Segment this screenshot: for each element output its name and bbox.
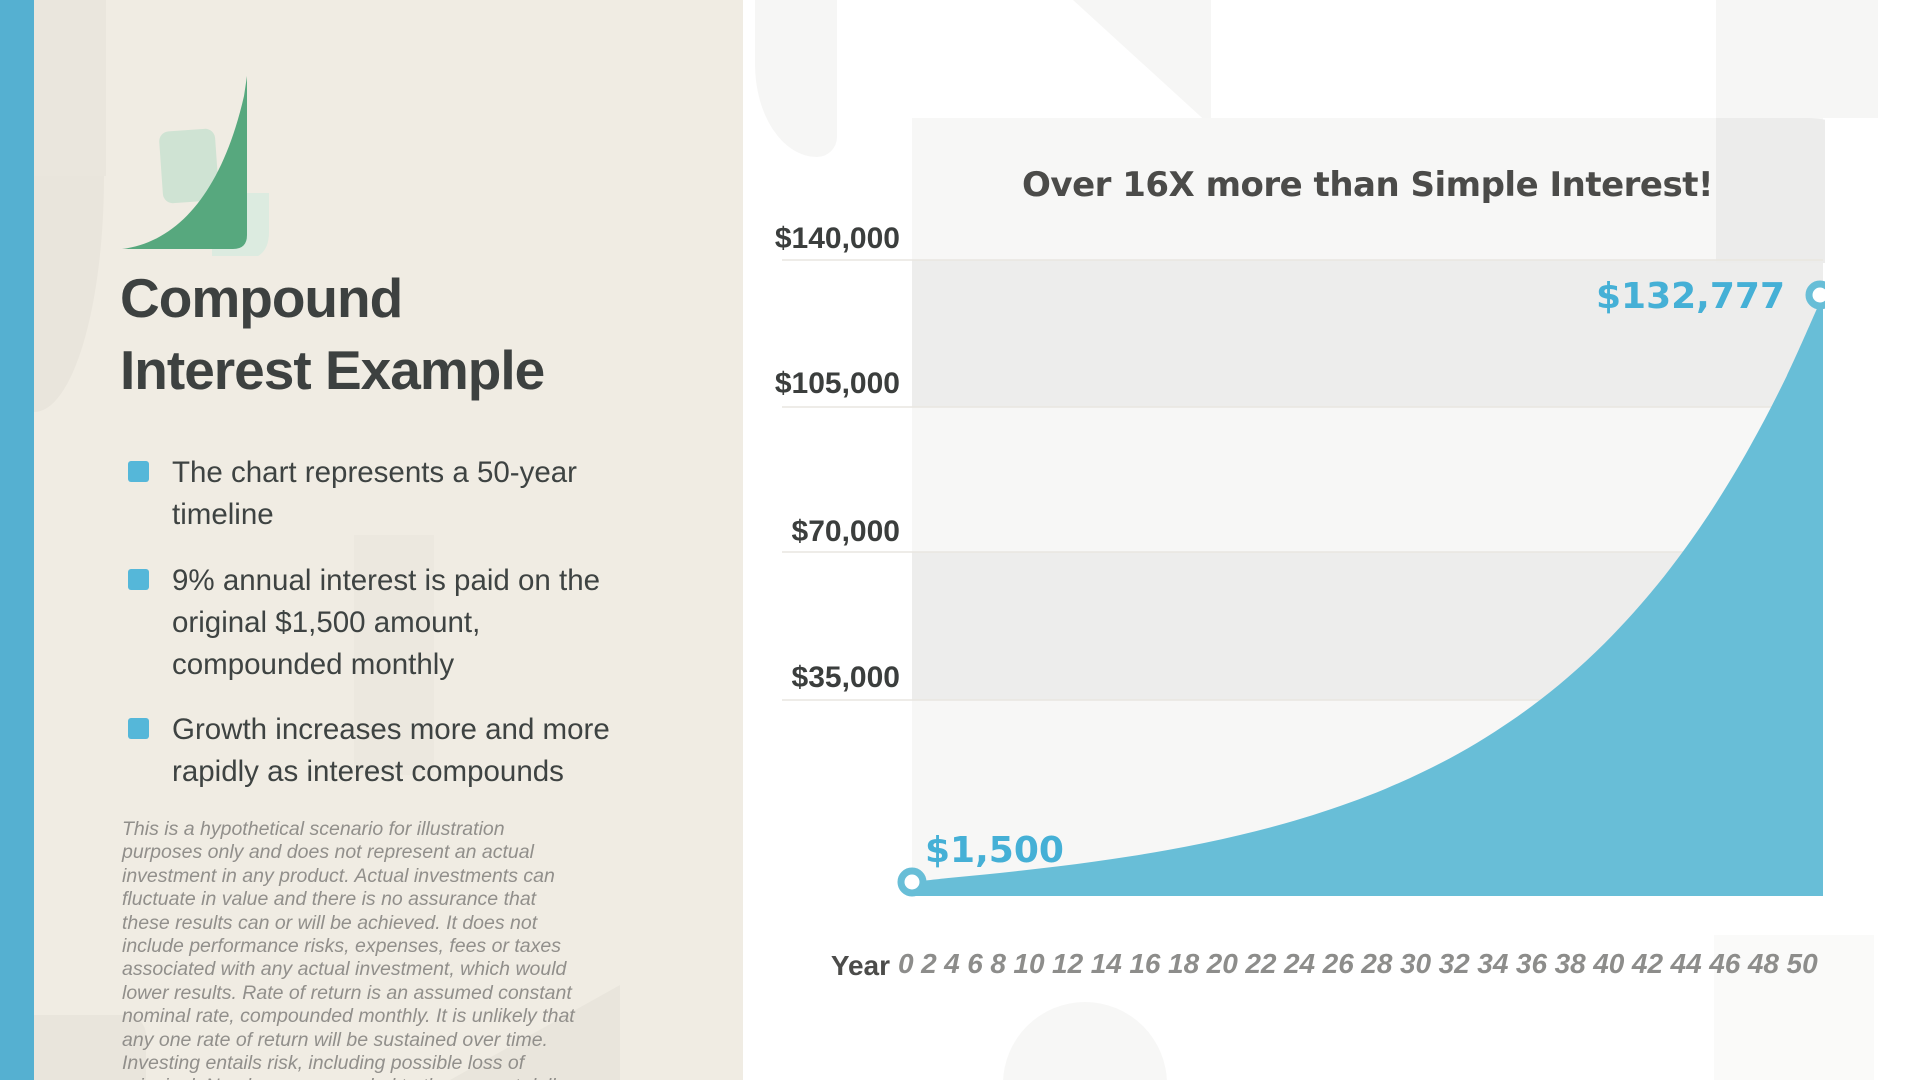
x-axis-tick: 42 <box>1631 948 1664 979</box>
decor-beige-corner <box>34 0 106 176</box>
x-axis-tick: 40 <box>1593 948 1625 979</box>
x-axis-tick: 28 <box>1361 948 1393 979</box>
y-axis-label: $70,000 <box>791 515 900 548</box>
start-point-marker <box>897 867 927 897</box>
x-axis-title: Year <box>830 950 890 981</box>
y-axis-label: $140,000 <box>774 222 900 255</box>
end-value-label: $132,777 <box>1595 276 1785 317</box>
page-title: Compound Interest Example <box>120 262 680 406</box>
x-axis-tick: 50 <box>1786 948 1818 979</box>
end-point-marker <box>1805 280 1825 310</box>
x-axis-tick: 30 <box>1399 948 1432 979</box>
x-axis-tick: 48 <box>1747 948 1780 979</box>
x-axis-tick: 14 <box>1090 948 1122 979</box>
y-axis-label: $35,000 <box>791 661 900 694</box>
x-axis-tick: 0 <box>898 948 914 979</box>
disclaimer-text: This is a hypothetical scenario for illu… <box>122 818 575 1080</box>
bullet-item: 9% annual interest is paid on the origin… <box>128 560 658 686</box>
accent-bar <box>0 0 34 1080</box>
decor-bottom-right-shape <box>1714 935 1874 1080</box>
x-axis-tick: 20 <box>1206 948 1238 979</box>
bullet-text: Growth increases more and more rapidly a… <box>172 713 610 789</box>
bullet-item: Growth increases more and more rapidly a… <box>128 709 658 793</box>
start-value-label: $1,500 <box>925 830 1064 871</box>
x-axis-tick: 24 <box>1283 948 1316 979</box>
x-axis-tick: 22 <box>1245 948 1277 979</box>
x-axis-tick: 2 <box>921 948 937 979</box>
x-axis-tick: 46 <box>1709 948 1741 979</box>
x-axis-tick: 16 <box>1129 948 1161 979</box>
x-axis-tick: 32 <box>1438 948 1470 979</box>
x-axis-tick: 34 <box>1477 948 1509 979</box>
decor-beige-bottom-left <box>34 1015 146 1080</box>
x-axis-tick: 18 <box>1168 948 1200 979</box>
x-axis-tick: 8 <box>990 948 1006 979</box>
x-axis-tick: 26 <box>1322 948 1354 979</box>
decor-beige-square <box>354 535 434 775</box>
x-axis-tick: 4 <box>944 948 960 979</box>
decor-triangle-shape <box>1073 0 1211 126</box>
page-title-line2: Interest Example <box>120 339 545 401</box>
y-axis-label: $105,000 <box>774 367 900 400</box>
bullet-item: The chart represents a 50-year timeline <box>128 452 658 536</box>
bullet-square-icon <box>128 568 149 590</box>
bullet-square-icon <box>128 461 149 482</box>
x-axis-tick: 36 <box>1515 948 1548 979</box>
bullet-text: 9% annual interest is paid on the origin… <box>172 563 601 681</box>
decor-square-shape <box>1716 0 1878 118</box>
decor-dome-shape <box>1003 1002 1167 1080</box>
decor-rounded-corner-shape <box>1716 118 1825 263</box>
page-title-line1: Compound <box>120 267 403 329</box>
chart-title: Over 16X more than Simple Interest! <box>1022 165 1713 205</box>
compound-interest-area-chart <box>782 118 1825 897</box>
x-axis-ticks: 0 2 4 6 8 10 12 14 16 18 20 22 24 26 28 30 32 34 36 38 40 42 4… <box>898 948 1818 980</box>
bullet-square-icon <box>128 718 149 740</box>
x-axis-tick: 38 <box>1554 948 1586 979</box>
bullet-list: The chart represents a 50-year timeline 9… <box>128 452 658 817</box>
x-axis-tick: 12 <box>1052 948 1084 979</box>
x-axis-tick: 44 <box>1670 948 1702 979</box>
x-axis-tick: 10 <box>1013 948 1045 979</box>
x-axis-tick: 6 <box>967 948 983 979</box>
compound-growth-area <box>912 295 1823 896</box>
growth-curve-logo-icon <box>122 76 269 256</box>
bullet-text: The chart represents a 50-year timeline <box>172 456 578 531</box>
